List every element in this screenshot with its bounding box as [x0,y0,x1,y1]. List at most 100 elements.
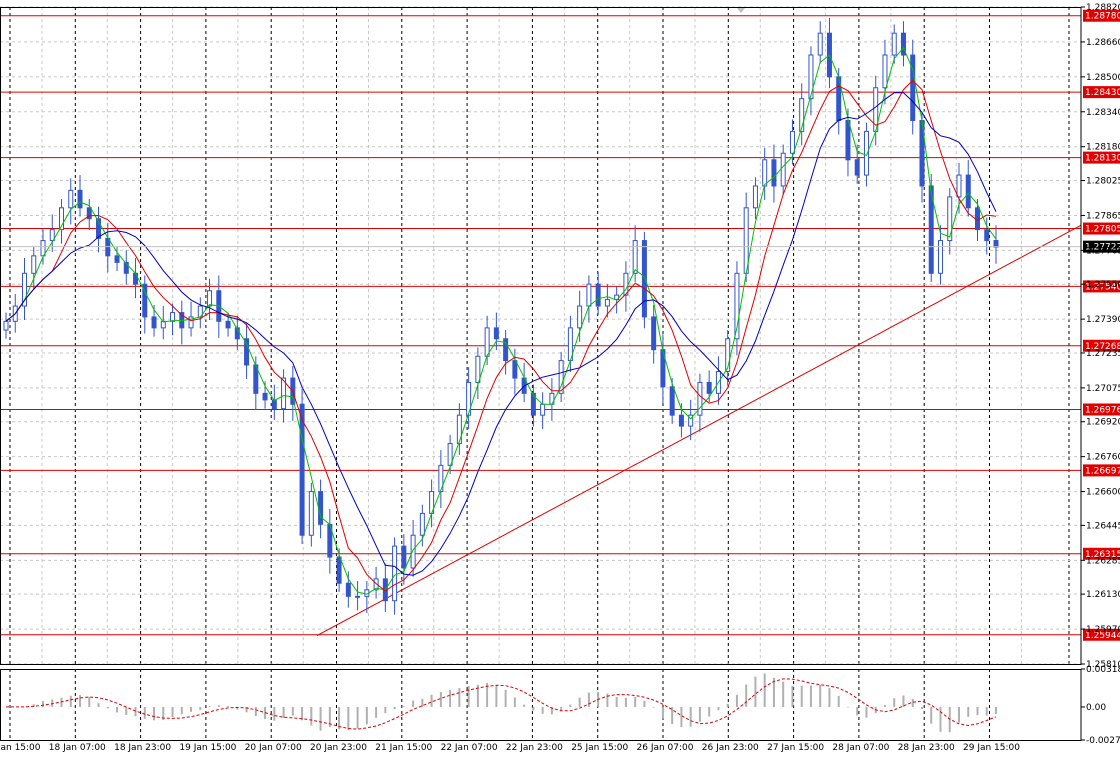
candle-body [706,381,712,394]
candle-body [503,338,509,362]
candle-body [419,512,425,536]
candle-body [891,32,897,56]
candle-body [669,386,675,416]
trendline-line [316,224,1082,637]
candle-body [789,130,795,154]
grid [0,6,1081,740]
y-tick-label: 1.27705 [1086,246,1120,256]
candle-body [910,54,916,122]
candle-body [678,414,684,427]
y-tick-label: 1.26445 [1086,521,1120,531]
candle-body [114,255,120,263]
moving-averages [5,46,997,595]
y-tick-label: 1.26760 [1086,453,1120,463]
candle-body [771,159,777,187]
candle-body [697,381,703,416]
candle-body [475,355,481,383]
candle-body [937,240,943,274]
candle-body [484,327,490,357]
candle-body [558,360,564,394]
x-tick-label: 19 Jan 15:00 [179,743,236,753]
candle-body [808,54,814,100]
current-price-label: 1.27722 [1085,243,1120,253]
candle-body [77,189,83,209]
candle-body [974,207,980,231]
x-tick-label: 25 Jan 15:00 [571,743,628,753]
y-tick-label: 1.25810 [1086,660,1120,670]
candle-body [780,152,786,187]
candle-body [595,283,601,307]
candle-body [688,414,694,427]
trendline [316,224,1082,637]
level-price-label: 1.28430 [1085,88,1120,98]
candle-body [170,312,176,322]
x-tick-label: 21 Jan 15:00 [375,743,432,753]
candle-body [31,255,37,274]
candle-body [604,298,610,307]
level-price-label: 1.25944 [1085,631,1120,641]
candle-body [271,399,277,410]
candle-body [900,32,906,56]
level-price-label: 1.26976 [1085,405,1120,415]
y-tick-label: 1.27550 [1086,280,1120,290]
y-tick-label: 1.27390 [1086,315,1120,325]
level-price-label: 1.28130 [1085,154,1120,164]
level-price-box [1083,222,1120,235]
support-resistance-levels: 1.28780 1.28430 1.28130 1.27805 1.27540 1.272… [0,9,1120,641]
x-tick-label: 18 Jan 15:00 [0,743,41,753]
candle-body [401,545,407,569]
y-tick-label: 1.26600 [1086,488,1120,498]
oscillator-panel [6,673,997,733]
candle-body [854,159,860,176]
candle-body [96,218,102,239]
shift-marker-icon [737,8,745,13]
x-tick-label: 28 Jan 23:00 [898,743,955,753]
candle-body [188,316,194,329]
candle-body [392,545,398,602]
y-tick-label: 1.28820 [1086,3,1120,13]
osc-tick-label: -0.00277 [1086,736,1120,746]
y-tick-label: 1.28340 [1086,108,1120,118]
candle-body [734,272,740,340]
osc-tick-label: 0.00318 [1086,665,1120,675]
candle-body [817,32,823,56]
candle-body [3,320,9,331]
candle-body [641,240,647,318]
candle-body [586,283,592,307]
candle-body [336,556,342,584]
y-tick-label: 1.28660 [1086,38,1120,48]
y-tick-label: 1.27865 [1086,211,1120,221]
candle-body [965,174,971,209]
x-tick-label: 20 Jan 23:00 [310,743,367,753]
time-axis: 18 Jan 15:00 18 Jan 07:00 18 Jan 23:00 19 J… [0,743,1020,753]
ma-medium-line [5,79,997,592]
level-price-box [1083,547,1120,560]
candle-body [355,595,361,598]
candle-body [947,196,953,242]
y-tick-label: 1.28180 [1086,143,1120,153]
osc-signal-line [6,678,997,730]
osc-tick-label: 0.00 [1086,703,1106,713]
level-price-box [1083,464,1120,477]
candle-body [151,316,157,329]
y-tick-label: 1.26130 [1086,590,1120,600]
x-tick-label: 18 Jan 23:00 [114,743,171,753]
current-price-box [1083,240,1120,253]
candle-body [123,261,129,274]
candle-body [133,272,139,285]
candle-body [752,185,758,209]
x-tick-label: 26 Jan 07:00 [637,743,694,753]
candle-body [799,98,805,132]
candle-body [456,414,462,445]
y-tick-label: 1.26920 [1086,418,1120,428]
candle-body [651,316,657,351]
level-price-box [1083,280,1120,293]
candle-body [632,240,638,274]
candle-body [863,130,869,176]
x-tick-label: 22 Jan 23:00 [506,743,563,753]
level-price-label: 1.26315 [1085,550,1120,560]
candle-body [725,338,731,373]
ma-slow-line [5,92,997,576]
candle-body [22,272,28,307]
